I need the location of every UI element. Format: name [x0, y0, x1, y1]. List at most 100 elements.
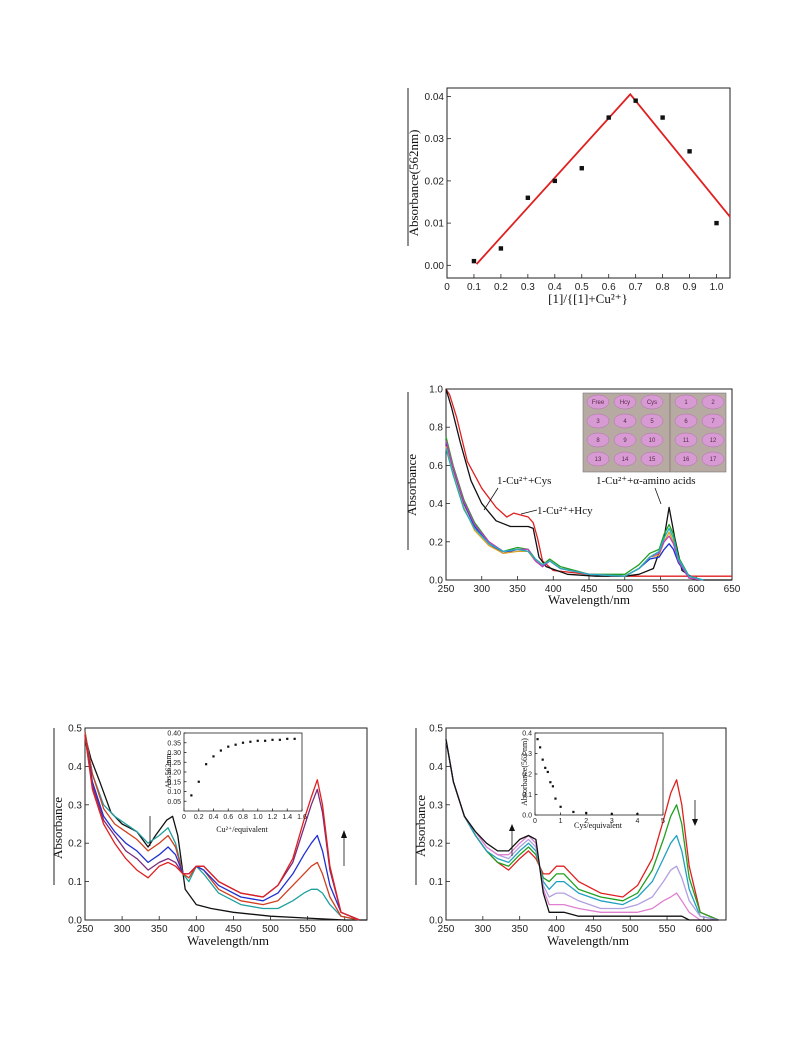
- well-label: 16: [683, 457, 690, 463]
- x-tick-label: 0.2: [194, 814, 204, 821]
- well-label: 5: [650, 419, 654, 425]
- spectrum-line-3: [445, 739, 719, 921]
- data-point: [498, 246, 504, 251]
- y-tick-label: 0.10: [167, 789, 181, 796]
- x-tick-label: 400: [188, 924, 205, 935]
- x-tick-label: 0.6: [223, 814, 233, 821]
- y-tick-label: 0.1: [522, 792, 532, 799]
- spectrum-line-6: [445, 739, 719, 921]
- chart1-ticks: 0 0.1 0.2 0.3 0.4 0.5 0.6 0.7 0.8 0.9 1.0 0.00 0.01 0…: [425, 92, 724, 293]
- chart3-series: [84, 731, 367, 921]
- well-label: 17: [710, 457, 717, 463]
- chart4-x-axis-label: Wavelength/nm: [547, 933, 629, 948]
- data-point: [525, 195, 531, 200]
- x-tick-label: 650: [724, 584, 741, 595]
- y-tick-label: 0.4: [522, 731, 532, 738]
- well: [613, 394, 637, 410]
- well-label: 6: [684, 419, 688, 425]
- inset-point: [544, 766, 547, 769]
- y-tick-label: 0.03: [425, 134, 445, 145]
- inset-point: [256, 739, 259, 742]
- chart4-arrow-up-head: [509, 824, 515, 831]
- inset-point: [554, 797, 557, 800]
- well-label: 10: [649, 438, 656, 444]
- well: [586, 413, 610, 429]
- x-tick-label: 1.0: [710, 282, 724, 293]
- chart1-fit-line: [475, 92, 731, 265]
- x-tick-label: 400: [548, 924, 565, 935]
- chart-cys-titration: 250 300 350 400 450 500 550 6000.00.10.20.30.40…: [413, 724, 727, 948]
- x-tick-label: 1.2: [268, 814, 278, 821]
- chart3-arrow-up-head: [341, 830, 347, 838]
- x-tick-label: 0.4: [209, 814, 219, 821]
- chart4-inset: 0 1 2 3 4 5 0.0 0.1 0.2 0.3 0.4 Absorbance(562 nm)…: [520, 731, 665, 831]
- x-tick-label: 350: [511, 924, 528, 935]
- well: [701, 394, 725, 410]
- x-tick-label: 600: [336, 924, 353, 935]
- x-tick-label: 500: [616, 584, 633, 595]
- x-tick-label: 0: [533, 818, 537, 825]
- y-tick-label: 1.0: [429, 385, 443, 396]
- chart2-series: [445, 388, 732, 581]
- y-tick-label: 0.20: [167, 770, 181, 777]
- chart3-inset-x-label: Cu²⁺/equivalent: [216, 825, 268, 834]
- x-tick-label: 2: [584, 818, 588, 825]
- y-tick-label: 0.2: [522, 772, 532, 779]
- inset-point: [212, 755, 215, 758]
- x-tick-label: 0: [444, 282, 450, 293]
- well: [674, 451, 698, 467]
- x-tick-label: 450: [581, 584, 598, 595]
- annotation-amino-acids: 1-Cu²⁺+α-amino acids: [596, 475, 696, 487]
- y-tick-label: 0.30: [167, 750, 181, 757]
- x-tick-label: 250: [438, 924, 455, 935]
- well-label: 9: [623, 438, 627, 444]
- chart4-inset-content: 0 1 2 3 4 5 0.0 0.1 0.2 0.3 0.4: [522, 731, 665, 826]
- well-label: Hcy: [620, 400, 630, 406]
- y-tick-label: 0.3: [429, 800, 443, 811]
- x-tick-label: 550: [299, 924, 316, 935]
- annotation-cys-arrow: [483, 487, 499, 511]
- chart4-series: [445, 739, 719, 921]
- x-tick-label: 0.8: [656, 282, 670, 293]
- chart4-y-axis-label: Absorbance: [413, 795, 428, 857]
- chart-job-plot: 0 0.1 0.2 0.3 0.4 0.5 0.6 0.7 0.8 0.9 1.0 0.00 0.01 0…: [406, 87, 731, 306]
- spectrum-line-4: [84, 735, 360, 921]
- x-tick-label: 300: [474, 924, 491, 935]
- y-tick-label: 0.1: [68, 877, 82, 888]
- x-tick-label: 0.4: [548, 282, 562, 293]
- annotation-amino-acids-arrow: [654, 487, 662, 505]
- inset-point: [205, 763, 208, 766]
- well: [613, 432, 637, 448]
- chart4-inset-x-label: Cys/equivalent: [574, 821, 623, 830]
- inset-point: [636, 812, 639, 816]
- data-point: [660, 115, 665, 120]
- x-tick-label: 5: [661, 818, 665, 825]
- y-tick-label: 0.6: [429, 461, 443, 472]
- data-point: [633, 98, 638, 103]
- y-tick-label: 0.35: [167, 740, 181, 747]
- chart3-y-axis-label: Absorbance: [50, 797, 65, 859]
- well: [613, 451, 637, 467]
- y-tick-label: 0.02: [425, 176, 445, 187]
- data-point: [606, 115, 611, 120]
- x-tick-label: 3: [610, 818, 614, 825]
- y-tick-label: 0.2: [429, 839, 443, 850]
- well: [586, 394, 610, 410]
- inset-point: [572, 810, 575, 814]
- x-tick-label: 1: [559, 818, 563, 825]
- inset-point: [241, 741, 245, 744]
- well-label: 1: [684, 400, 688, 406]
- inset-point: [197, 780, 200, 783]
- well-label: 7: [711, 419, 715, 425]
- chart-selectivity-spectra: 250 300 350 400 450 500 550 600 650 0.0 0.2 0.4 0.6 0…: [404, 385, 741, 608]
- well-label: 11: [683, 438, 690, 444]
- y-tick-label: 0.0: [68, 916, 82, 927]
- y-tick-label: 0.40: [167, 731, 181, 738]
- chart1-y-axis-label: Absorbance(562nm): [406, 130, 421, 237]
- well-label: 8: [596, 438, 600, 444]
- y-tick-label: 0.15: [167, 779, 181, 786]
- well: [701, 432, 725, 448]
- chart1-points: [471, 98, 719, 264]
- inset-point: [271, 738, 274, 741]
